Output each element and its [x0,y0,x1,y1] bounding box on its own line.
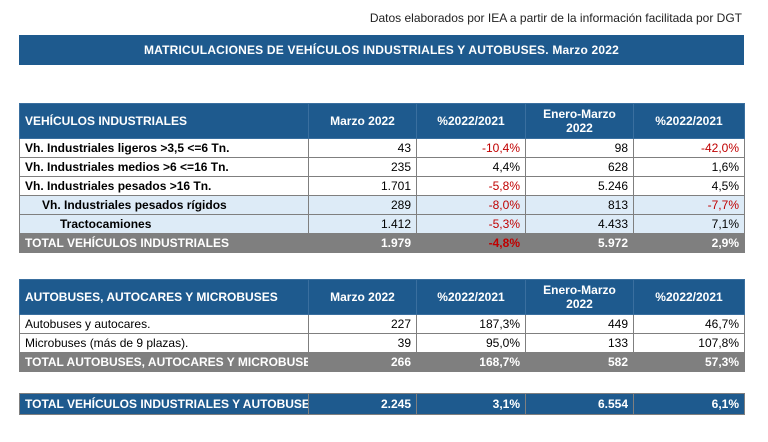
cell-pct-ytd: -7,7% [633,195,745,215]
grand-total-pct-ytd: 6,1% [633,393,745,415]
cell-pct-month: -5,8% [416,176,526,196]
header-ytd: Enero-Marzo 2022 [525,279,634,315]
table-row: Microbuses (más de 9 plazas). 39 95,0% 1… [19,333,745,353]
cell-ytd: 813 [525,195,634,215]
total-month: 1.979 [308,233,417,253]
cell-ytd: 449 [525,314,634,334]
cell-pct-ytd: 1,6% [633,157,745,177]
header-pct-ytd: %2022/2021 [633,103,745,139]
grand-total-table: TOTAL VEHÍCULOS INDUSTRIALES Y AUTOBUSES… [19,393,745,415]
grand-total-label: TOTAL VEHÍCULOS INDUSTRIALES Y AUTOBUSES [19,393,309,415]
report-title-banner: MATRICULACIONES DE VEHÍCULOS INDUSTRIALE… [19,35,744,65]
cell-pct-ytd: 107,8% [633,333,745,353]
cell-ytd: 4.433 [525,214,634,234]
buses-table: AUTOBUSES, AUTOCARES Y MICROBUSES Marzo … [19,279,745,372]
header-month: Marzo 2022 [308,103,417,139]
cell-pct-month: 4,4% [416,157,526,177]
header-category: VEHÍCULOS INDUSTRIALES [19,103,309,139]
cell-pct-ytd: 4,5% [633,176,745,196]
header-pct-month: %2022/2021 [416,279,526,315]
header-ytd: Enero-Marzo 2022 [525,103,634,139]
cell-ytd: 628 [525,157,634,177]
cell-pct-ytd: 46,7% [633,314,745,334]
grand-total-month: 2.245 [308,393,417,415]
total-pct-ytd: 57,3% [633,352,745,372]
cell-pct-month: 95,0% [416,333,526,353]
industrial-vehicles-table: VEHÍCULOS INDUSTRIALES Marzo 2022 %2022/… [19,103,745,253]
cell-pct-month: 187,3% [416,314,526,334]
cell-month: 43 [308,138,417,158]
table-header-row: VEHÍCULOS INDUSTRIALES Marzo 2022 %2022/… [19,103,745,139]
row-label: Vh. Industriales pesados >16 Tn. [19,176,309,196]
cell-month: 39 [308,333,417,353]
header-category: AUTOBUSES, AUTOCARES Y MICROBUSES [19,279,309,315]
row-label: Autobuses y autocares. [19,314,309,334]
table-row: Vh. Industriales medios >6 <=16 Tn. 235 … [19,157,745,177]
cell-pct-month: -5,3% [416,214,526,234]
total-pct-ytd: 2,9% [633,233,745,253]
header-pct-ytd: %2022/2021 [633,279,745,315]
cell-month: 235 [308,157,417,177]
cell-pct-ytd: 7,1% [633,214,745,234]
cell-ytd: 133 [525,333,634,353]
table-total-row: TOTAL VEHÍCULOS INDUSTRIALES 1.979 -4,8%… [19,233,745,253]
total-ytd: 5.972 [525,233,634,253]
cell-pct-month: -10,4% [416,138,526,158]
total-pct-month: 168,7% [416,352,526,372]
total-month: 266 [308,352,417,372]
cell-ytd: 98 [525,138,634,158]
table-header-row: AUTOBUSES, AUTOCARES Y MICROBUSES Marzo … [19,279,745,315]
total-label: TOTAL AUTOBUSES, AUTOCARES Y MICROBUSES [19,352,309,372]
header-month: Marzo 2022 [308,279,417,315]
row-label: Vh. Industriales pesados rígidos [19,195,309,215]
cell-pct-month: -8,0% [416,195,526,215]
cell-ytd: 5.246 [525,176,634,196]
table-sub-row: Tractocamiones 1.412 -5,3% 4.433 7,1% [19,214,745,234]
grand-total-pct-month: 3,1% [416,393,526,415]
row-label: Vh. Industriales medios >6 <=16 Tn. [19,157,309,177]
cell-month: 1.701 [308,176,417,196]
header-pct-month: %2022/2021 [416,103,526,139]
table-sub-row: Vh. Industriales pesados rígidos 289 -8,… [19,195,745,215]
row-label: Microbuses (más de 9 plazas). [19,333,309,353]
table-row: Vh. Industriales ligeros >3,5 <=6 Tn. 43… [19,138,745,158]
cell-month: 1.412 [308,214,417,234]
total-label: TOTAL VEHÍCULOS INDUSTRIALES [19,233,309,253]
cell-month: 289 [308,195,417,215]
total-pct-month: -4,8% [416,233,526,253]
table-row: Autobuses y autocares. 227 187,3% 449 46… [19,314,745,334]
total-ytd: 582 [525,352,634,372]
cell-month: 227 [308,314,417,334]
table-total-row: TOTAL AUTOBUSES, AUTOCARES Y MICROBUSES … [19,352,745,372]
grand-total-row: TOTAL VEHÍCULOS INDUSTRIALES Y AUTOBUSES… [19,393,745,415]
grand-total-ytd: 6.554 [525,393,634,415]
row-label: Vh. Industriales ligeros >3,5 <=6 Tn. [19,138,309,158]
row-label: Tractocamiones [19,214,309,234]
source-note: Datos elaborados por IEA a partir de la … [369,11,742,25]
table-row: Vh. Industriales pesados >16 Tn. 1.701 -… [19,176,745,196]
cell-pct-ytd: -42,0% [633,138,745,158]
